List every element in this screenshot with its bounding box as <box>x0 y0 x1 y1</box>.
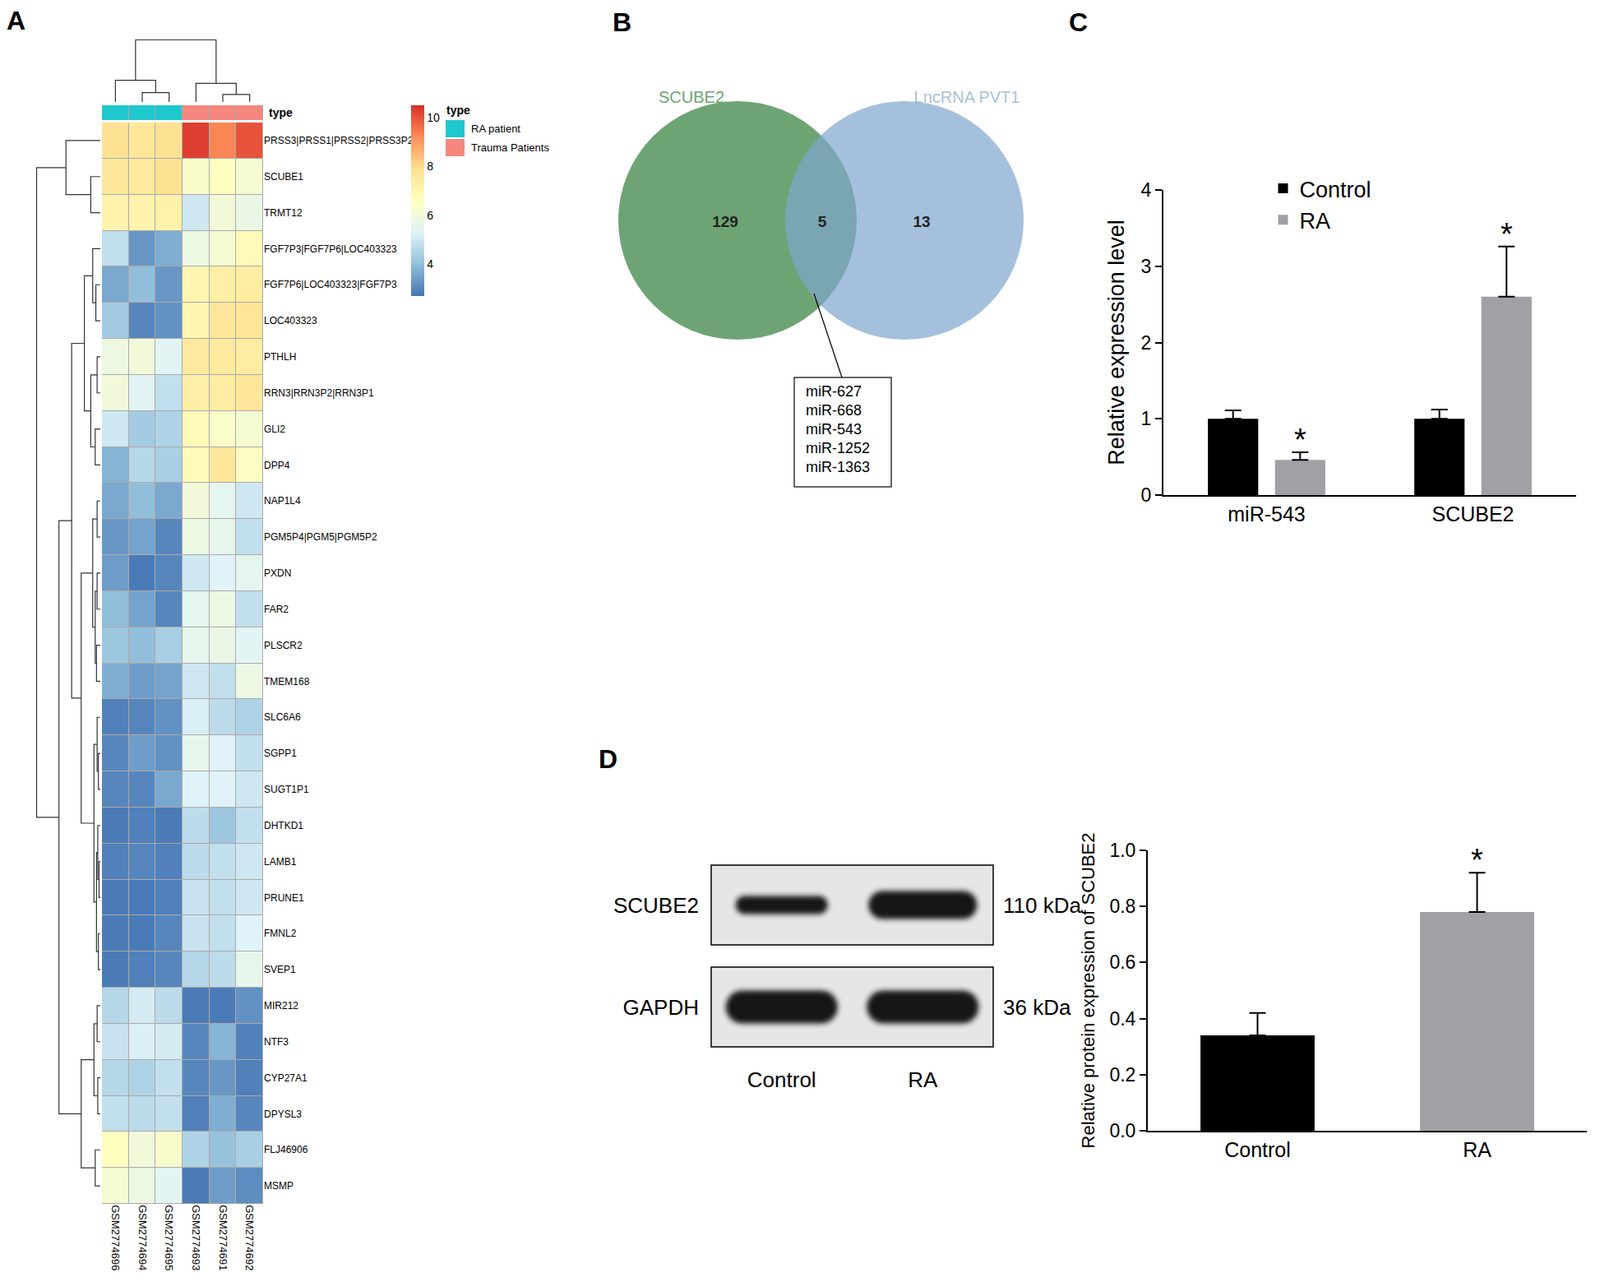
svg-text:PLSCR2: PLSCR2 <box>263 639 303 652</box>
svg-text:RRN3|RRN3P2|RRN3P1: RRN3|RRN3P2|RRN3P1 <box>263 387 375 399</box>
svg-text:RA: RA <box>1462 1137 1492 1161</box>
svg-text:4: 4 <box>426 257 434 271</box>
svg-text:NTF3: NTF3 <box>263 1035 289 1048</box>
svg-text:GAPDH: GAPDH <box>623 994 699 1020</box>
svg-text:FGF7P6|LOC403323|FGF7P3: FGF7P6|LOC403323|FGF7P3 <box>263 278 398 291</box>
svg-text:36 kDa: 36 kDa <box>1003 994 1072 1020</box>
svg-text:MIR212: MIR212 <box>263 999 299 1012</box>
svg-text:MSMP: MSMP <box>263 1179 294 1192</box>
svg-text:PXDN: PXDN <box>263 567 292 579</box>
svg-text:A: A <box>6 5 26 36</box>
svg-text:1: 1 <box>1141 407 1152 430</box>
svg-text:RA: RA <box>1299 208 1332 234</box>
svg-text:FMNL2: FMNL2 <box>263 927 297 939</box>
svg-text:0.2: 0.2 <box>1109 1063 1136 1086</box>
svg-text:Control: Control <box>747 1067 817 1092</box>
svg-text:GLI2: GLI2 <box>263 423 286 435</box>
svg-text:10: 10 <box>426 110 440 125</box>
svg-text:LOC403323: LOC403323 <box>263 314 318 327</box>
svg-text:2: 2 <box>1141 332 1152 354</box>
svg-text:SUGT1P1: SUGT1P1 <box>263 783 310 796</box>
svg-text:SCUBE2: SCUBE2 <box>658 87 725 107</box>
svg-text:GSM2774693: GSM2774693 <box>189 1204 203 1271</box>
svg-text:Trauma Patients: Trauma Patients <box>471 141 550 154</box>
svg-text:PTHLH: PTHLH <box>263 351 296 363</box>
svg-text:GSM2774691: GSM2774691 <box>217 1204 230 1271</box>
svg-text:B: B <box>612 7 632 37</box>
svg-text:5: 5 <box>818 212 828 231</box>
svg-text:*: * <box>1500 217 1513 252</box>
svg-text:RA patient: RA patient <box>471 122 521 135</box>
svg-text:D: D <box>598 744 618 774</box>
svg-text:C: C <box>1068 7 1088 37</box>
svg-text:GSM2774692: GSM2774692 <box>243 1204 256 1271</box>
svg-text:DHTKD1: DHTKD1 <box>263 819 304 832</box>
svg-text:SCUBE2: SCUBE2 <box>1431 502 1514 526</box>
svg-text:0: 0 <box>1141 484 1152 506</box>
svg-text:FLJ46906: FLJ46906 <box>263 1143 309 1156</box>
svg-text:129: 129 <box>712 212 739 231</box>
svg-text:SCUBE1: SCUBE1 <box>263 171 304 183</box>
svg-text:8: 8 <box>426 159 434 173</box>
svg-text:PRUNE1: PRUNE1 <box>263 892 305 904</box>
svg-text:110 kDa: 110 kDa <box>1003 892 1082 918</box>
svg-text:TMEM168: TMEM168 <box>263 675 310 688</box>
svg-text:Relative protein expression of: Relative protein expression of SCUBE2 <box>1077 832 1099 1149</box>
svg-text:Relative expression level: Relative expression level <box>1104 219 1129 466</box>
svg-text:0.6: 0.6 <box>1109 951 1136 973</box>
svg-text:miR-543: miR-543 <box>1227 502 1305 526</box>
svg-text:4: 4 <box>1141 179 1152 201</box>
svg-text:miR-668: miR-668 <box>805 402 862 419</box>
svg-text:RA: RA <box>907 1067 939 1092</box>
svg-text:0.8: 0.8 <box>1109 895 1136 917</box>
svg-text:PGM5P4|PGM5|PGM5P2: PGM5P4|PGM5|PGM5P2 <box>263 531 378 543</box>
svg-text:Control: Control <box>1299 177 1372 203</box>
svg-text:Control: Control <box>1224 1137 1291 1161</box>
svg-text:0.0: 0.0 <box>1109 1119 1136 1142</box>
svg-text:*: * <box>1470 842 1484 878</box>
svg-text:3: 3 <box>1141 255 1152 278</box>
svg-text:FGF7P3|FGF7P6|LOC403323: FGF7P3|FGF7P6|LOC403323 <box>263 243 398 255</box>
svg-text:miR-627: miR-627 <box>805 383 862 400</box>
svg-text:miR-543: miR-543 <box>805 420 862 438</box>
svg-text:SCUBE2: SCUBE2 <box>613 892 699 918</box>
svg-text:DPP4: DPP4 <box>263 459 291 472</box>
svg-text:GSM2774696: GSM2774696 <box>109 1204 122 1271</box>
svg-text:GSM2774695: GSM2774695 <box>162 1204 176 1271</box>
svg-text:SLC6A6: SLC6A6 <box>263 711 301 723</box>
svg-text:miR-1363: miR-1363 <box>805 458 870 476</box>
svg-text:0.4: 0.4 <box>1109 1008 1136 1030</box>
svg-text:type: type <box>268 106 293 120</box>
svg-text:FAR2: FAR2 <box>263 603 289 616</box>
svg-text:GSM2774694: GSM2774694 <box>136 1204 149 1271</box>
svg-text:DPYSL3: DPYSL3 <box>263 1108 302 1120</box>
svg-text:LAMB1: LAMB1 <box>263 855 297 868</box>
svg-text:6: 6 <box>426 208 434 222</box>
svg-text:SGPP1: SGPP1 <box>263 747 297 759</box>
svg-text:NAP1L4: NAP1L4 <box>263 494 301 507</box>
svg-text:LncRNA PVT1: LncRNA PVT1 <box>914 87 1021 107</box>
svg-text:*: * <box>1294 422 1307 458</box>
svg-text:13: 13 <box>912 212 930 231</box>
svg-text:TRMT12: TRMT12 <box>263 207 303 219</box>
svg-text:PRSS3|PRSS1|PRSS2|PRSS3P2: PRSS3|PRSS1|PRSS2|PRSS3P2 <box>263 134 414 147</box>
svg-text:1.0: 1.0 <box>1109 839 1136 861</box>
svg-text:type: type <box>446 103 471 117</box>
svg-text:CYP27A1: CYP27A1 <box>263 1072 308 1084</box>
svg-text:miR-1252: miR-1252 <box>805 439 870 457</box>
svg-text:SVEP1: SVEP1 <box>263 963 296 976</box>
